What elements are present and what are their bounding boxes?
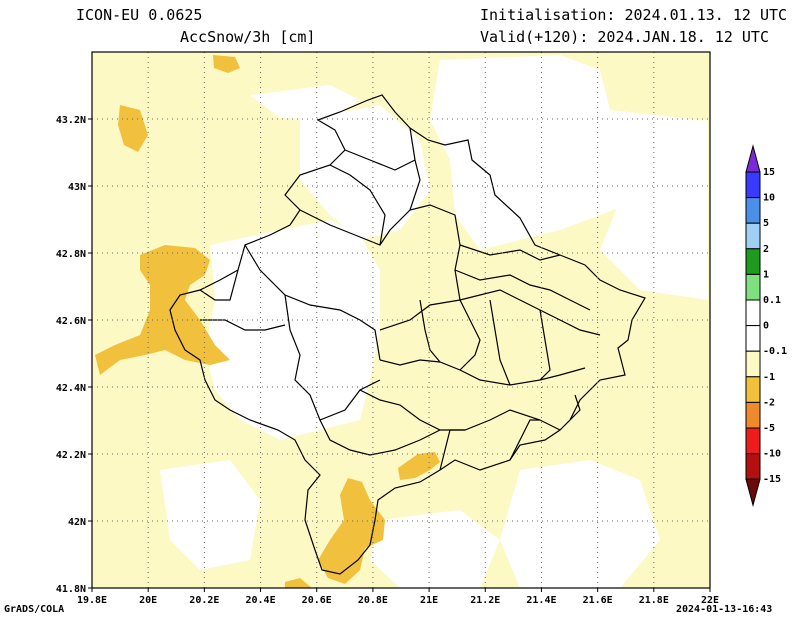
colorbar-swatch [745, 401, 761, 429]
inner-border-13 [489, 299, 511, 386]
orange-region-small-nw [118, 105, 148, 152]
inner-border-7 [379, 359, 586, 386]
orange-region-bottom [285, 578, 312, 588]
orange-region-southeast [398, 452, 440, 480]
country-border [169, 94, 646, 575]
colorbar-label: 1 [763, 269, 769, 280]
x-tick-label: 22E [701, 595, 719, 606]
inner-border-12 [419, 299, 441, 363]
inner-border-15 [409, 127, 421, 211]
colorbar-top-arrow [745, 144, 761, 173]
colorbar-label: 15 [763, 167, 775, 178]
inner-border-16 [344, 149, 416, 171]
colorbar-swatch [745, 299, 761, 327]
colorbar-label: 10 [763, 193, 775, 204]
render-timestamp: 2024-01-13-16:43 [676, 604, 773, 615]
inner-border-21 [459, 299, 481, 371]
x-tick-label: 20.2E [189, 595, 219, 606]
colorbar-swatch [745, 325, 761, 352]
colorbar-swatch [745, 222, 761, 250]
colorbar: 15 10 5 2 1 0.1 0 -0.1 -1 -2 -5 -10 -15 [745, 144, 787, 508]
x-tick-label: 20.4E [245, 595, 275, 606]
white-region-bottomright [500, 460, 660, 588]
x-tick-label: 21.2E [470, 595, 500, 606]
colorbar-label: -10 [763, 449, 781, 460]
colorbar-label: 5 [763, 218, 769, 229]
colorbar-label: 0.1 [763, 295, 781, 306]
inner-border-10 [459, 244, 561, 261]
x-tick-label: 21.6E [583, 595, 613, 606]
colorbar-swatch [745, 453, 761, 480]
y-tick-label: 43N [68, 182, 86, 193]
inner-border-11 [454, 269, 591, 311]
colorbar-label: -1 [763, 372, 775, 383]
inner-border-3 [244, 244, 381, 361]
colorbar-label: -15 [763, 474, 781, 485]
colorbar-label: 2 [763, 244, 769, 255]
y-tick-label: 42.6N [56, 316, 86, 327]
orange-region-top [213, 55, 240, 73]
colorbar-label: -2 [763, 397, 775, 408]
colorbar-label: -0.1 [763, 346, 787, 357]
init-time: Initialisation: 2024.01.13. 12 UTC [480, 6, 788, 24]
colorbar-swatch [745, 171, 761, 199]
colorbar-label: -5 [763, 423, 775, 434]
x-tick-label: 20.6E [302, 595, 332, 606]
x-axis: 19.8E 20E 20.2E 20.4E 20.6E 20.8E 21E 21.2E 21.4… [77, 588, 719, 606]
colorbar-swatch [745, 248, 761, 275]
inner-border-4 [284, 294, 381, 421]
y-tick-label: 42.2N [56, 450, 86, 461]
inner-border-18 [439, 429, 465, 471]
y-tick-label: 42N [68, 517, 86, 528]
white-region-upper [300, 105, 430, 240]
inner-border-2 [329, 164, 386, 246]
white-region-northeast [600, 120, 708, 300]
inner-border-17 [199, 269, 239, 301]
borders [169, 94, 646, 575]
software-credit: GrADS/COLA [4, 604, 65, 615]
y-tick-label: 42.8N [56, 249, 86, 260]
inner-border-9 [319, 419, 441, 456]
white-region-north [430, 55, 708, 250]
inner-border-20 [569, 394, 581, 421]
inner-border-14 [539, 309, 551, 381]
model-title: ICON-EU 0.0625 [76, 6, 203, 24]
y-tick-label: 41.8N [56, 584, 86, 595]
white-region-center [205, 220, 380, 440]
grid [92, 52, 710, 588]
colorbar-swatch [745, 376, 761, 403]
white-region-bottomleft [160, 460, 260, 570]
colorbar-label: 0 [763, 321, 769, 332]
orange-region-west [95, 245, 230, 375]
x-tick-label: 20.8E [358, 595, 388, 606]
white-region-bottom [370, 510, 500, 588]
colorbar-swatch [745, 273, 761, 301]
inner-border-5 [200, 319, 286, 331]
x-tick-label: 21E [420, 595, 438, 606]
colorbar-swatch [745, 350, 761, 378]
x-tick-label: 21.4E [526, 595, 556, 606]
colorbar-swatch [745, 197, 761, 224]
x-tick-label: 20E [139, 595, 157, 606]
y-tick-label: 42.4N [56, 383, 86, 394]
x-tick-label: 21.8E [639, 595, 669, 606]
white-region-topleft [250, 85, 360, 120]
y-tick-label: 43.2N [56, 115, 86, 126]
variable-title: AccSnow/3h [cm] [180, 28, 316, 46]
x-tick-label: 19.8E [77, 595, 107, 606]
colorbar-swatch [745, 427, 761, 455]
colorbar-bottom-arrow [745, 478, 761, 508]
inner-border-19 [509, 419, 540, 461]
orange-region-south [318, 478, 385, 584]
inner-border-6 [379, 289, 601, 336]
valid-time: Valid(+120): 2024.JAN.18. 12 UTC [480, 28, 769, 46]
y-axis: 41.8N 42N 42.2N 42.4N 42.6N 42.8N 43N 43.2N [56, 115, 92, 595]
